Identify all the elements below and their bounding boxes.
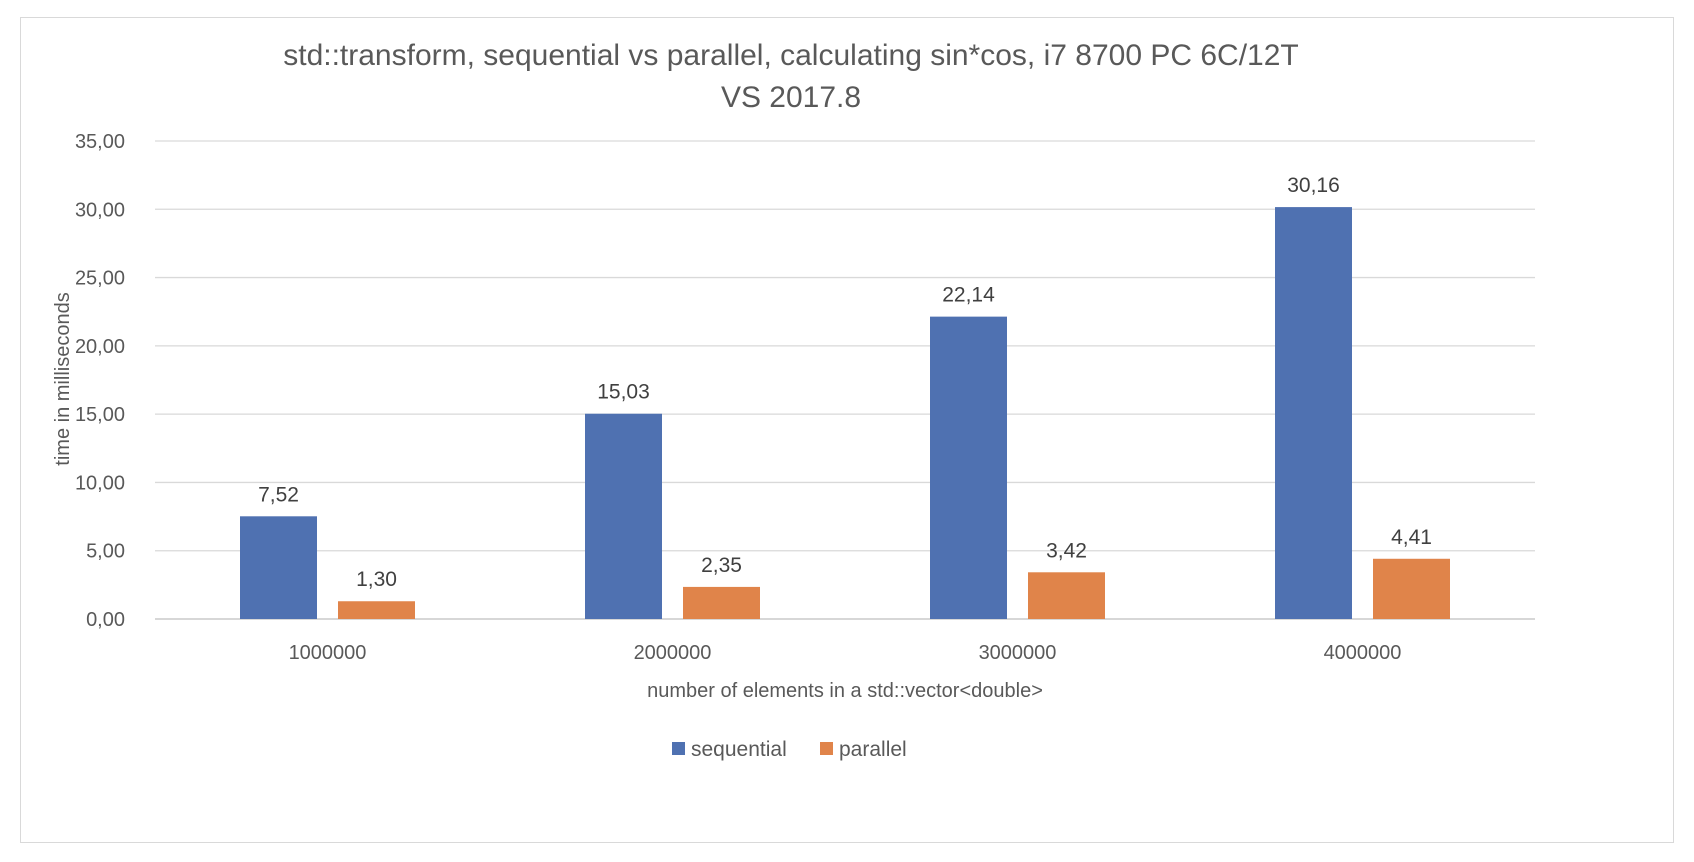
data-label-parallel-1000000: 1,30 xyxy=(356,568,397,591)
legend-label-sequential: sequential xyxy=(691,738,787,761)
bar-sequential-4000000 xyxy=(1275,207,1352,619)
chart-svg: std::transform, sequential vs parallel, … xyxy=(52,39,1535,761)
x-axis-title: number of elements in a std::vector<doub… xyxy=(647,680,1043,702)
bar-sequential-1000000 xyxy=(240,516,317,619)
bar-sequential-2000000 xyxy=(585,413,662,619)
y-axis-title: time in milliseconds xyxy=(52,292,74,465)
chart-title: std::transform, sequential vs parallel, … xyxy=(283,39,1299,72)
bar-parallel-4000000 xyxy=(1373,558,1450,619)
x-tick-label: 2000000 xyxy=(634,642,712,664)
data-label-sequential-3000000: 22,14 xyxy=(942,284,995,307)
y-tick-label: 15,00 xyxy=(75,404,125,426)
y-tick-label: 25,00 xyxy=(75,268,125,290)
legend-label-parallel: parallel xyxy=(839,738,907,761)
data-label-parallel-4000000: 4,41 xyxy=(1391,526,1432,549)
bar-parallel-1000000 xyxy=(338,601,415,619)
bar-layer xyxy=(240,207,1450,619)
grid-layer: 0,00 5,00 10,00 15,00 20,00 25,00 30,00 35,00 xyxy=(75,131,1535,631)
x-tick-label: 3000000 xyxy=(979,642,1057,664)
data-label-sequential-2000000: 15,03 xyxy=(597,381,650,404)
y-tick-label: 5,00 xyxy=(86,541,125,563)
data-label-sequential-4000000: 30,16 xyxy=(1287,174,1340,197)
bar-parallel-3000000 xyxy=(1028,572,1105,619)
label-layer: 7,52 1,30 1000000 15,03 2,35 2000000 22,14 3,42… xyxy=(258,174,1432,664)
y-tick-label: 0,00 xyxy=(86,609,125,631)
y-tick-label: 30,00 xyxy=(75,199,125,221)
y-tick-label: 10,00 xyxy=(75,472,125,494)
legend-swatch-parallel xyxy=(820,742,833,755)
y-tick-label: 20,00 xyxy=(75,336,125,358)
x-tick-label: 1000000 xyxy=(289,642,367,664)
data-label-sequential-1000000: 7,52 xyxy=(258,483,299,506)
legend-swatch-sequential xyxy=(672,742,685,755)
data-label-parallel-3000000: 3,42 xyxy=(1046,539,1087,562)
chart-frame: std::transform, sequential vs parallel, … xyxy=(20,17,1674,843)
chart-subtitle: VS 2017.8 xyxy=(721,81,861,114)
bar-sequential-3000000 xyxy=(930,316,1007,619)
data-label-parallel-2000000: 2,35 xyxy=(701,554,742,577)
legend: sequential parallel xyxy=(672,738,907,761)
x-tick-label: 4000000 xyxy=(1324,642,1402,664)
bar-parallel-2000000 xyxy=(683,586,760,619)
y-tick-label: 35,00 xyxy=(75,131,125,153)
